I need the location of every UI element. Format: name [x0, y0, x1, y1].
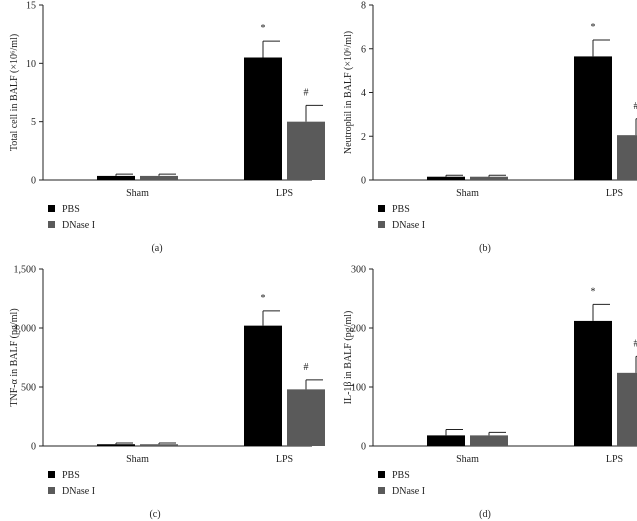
x-category-label: Sham [126, 454, 149, 465]
y-tick-label: 200 [351, 324, 366, 335]
bar-pbs-lps [574, 56, 612, 180]
significance-hash: # [304, 87, 309, 98]
x-category-label: LPS [276, 188, 293, 199]
y-tick-label: 0 [361, 176, 366, 187]
chart-panel-c: 0 500 1,000 1,500 TNF-α in BALF (pg/ml) Sham *… [9, 265, 325, 520]
y-tick-label: 500 [21, 383, 36, 394]
bar-dnase-i-sham [140, 175, 178, 180]
x-category-label: Sham [126, 188, 149, 199]
legend-swatch [378, 221, 385, 228]
y-axis-title: TNF-α in BALF (pg/ml) [9, 308, 20, 406]
legend-swatch [378, 205, 385, 212]
bar-dnase-i-sham [140, 444, 178, 446]
bar-pbs-sham [97, 444, 135, 446]
y-tick-label: 1,000 [14, 324, 37, 335]
chart-panel-a: 0 5 10 15 Total cell in BALF (×10⁶/ml) Sham * #… [9, 1, 325, 254]
significance-star: * [591, 286, 596, 297]
bar-dnase-i-sham [470, 176, 508, 180]
x-category-label: Sham [456, 188, 479, 199]
panel-label: (b) [479, 243, 491, 254]
chart-panel-d: 0 100 200 300 IL-1β in BALF (pg/ml) Sham * # LPS… [343, 265, 637, 520]
bar-pbs-lps [244, 57, 282, 180]
y-tick-label: 4 [361, 88, 366, 99]
y-axis-title: IL-1β in BALF (pg/ml) [343, 311, 354, 405]
legend-swatch [48, 221, 55, 228]
legend-swatch [48, 487, 55, 494]
x-category-label: Sham [456, 454, 479, 465]
bar-dnase-i-sham [470, 435, 508, 446]
panel-label: (d) [479, 509, 491, 520]
legend-swatch [48, 205, 55, 212]
bar-dnase-i-lps [617, 372, 637, 446]
y-tick-label: 100 [351, 383, 366, 394]
legend-label: DNase I [392, 220, 425, 231]
significance-star: * [261, 23, 266, 34]
legend-label: PBS [62, 204, 80, 215]
y-tick-label: 2 [361, 132, 366, 143]
bar-pbs-sham [97, 175, 135, 180]
x-category-label: LPS [606, 454, 623, 465]
significance-hash: # [634, 101, 637, 112]
x-category-label: LPS [276, 454, 293, 465]
legend-label: PBS [62, 470, 80, 481]
legend-label: PBS [392, 204, 410, 215]
x-category-label: LPS [606, 188, 623, 199]
y-axis-title: Total cell in BALF (×10⁶/ml) [9, 34, 20, 151]
panel-label: (c) [149, 509, 160, 520]
significance-star: * [591, 22, 596, 33]
legend-label: DNase I [392, 486, 425, 497]
bar-dnase-i-lps [287, 389, 325, 446]
legend-swatch [378, 471, 385, 478]
panel-label: (a) [151, 243, 162, 254]
legend-label: DNase I [62, 220, 95, 231]
significance-hash: # [304, 362, 309, 373]
bar-dnase-i-lps [617, 135, 637, 180]
y-tick-label: 0 [361, 442, 366, 453]
significance-star: * [261, 293, 266, 304]
y-tick-label: 5 [31, 117, 36, 128]
bar-dnase-i-lps [287, 121, 325, 180]
y-tick-label: 1,500 [14, 265, 37, 276]
legend-label: DNase I [62, 486, 95, 497]
bar-pbs-sham [427, 176, 465, 180]
y-tick-label: 0 [31, 176, 36, 187]
bar-pbs-sham [427, 435, 465, 446]
legend-label: PBS [392, 470, 410, 481]
significance-hash: # [634, 338, 637, 349]
y-tick-label: 6 [361, 44, 366, 55]
legend-swatch [48, 471, 55, 478]
y-tick-label: 10 [26, 59, 36, 70]
y-tick-label: 300 [351, 265, 366, 276]
y-tick-label: 15 [26, 1, 36, 12]
y-tick-label: 8 [361, 1, 366, 12]
bar-pbs-lps [574, 320, 612, 446]
y-axis-title: Neutrophil in BALF (×10⁶/ml) [343, 31, 354, 154]
chart-panel-b: 0 2 4 6 8 Neutrophil in BALF (×10⁶/ml) Sham * # L… [343, 1, 637, 254]
y-tick-label: 0 [31, 442, 36, 453]
bar-pbs-lps [244, 325, 282, 446]
legend-swatch [378, 487, 385, 494]
